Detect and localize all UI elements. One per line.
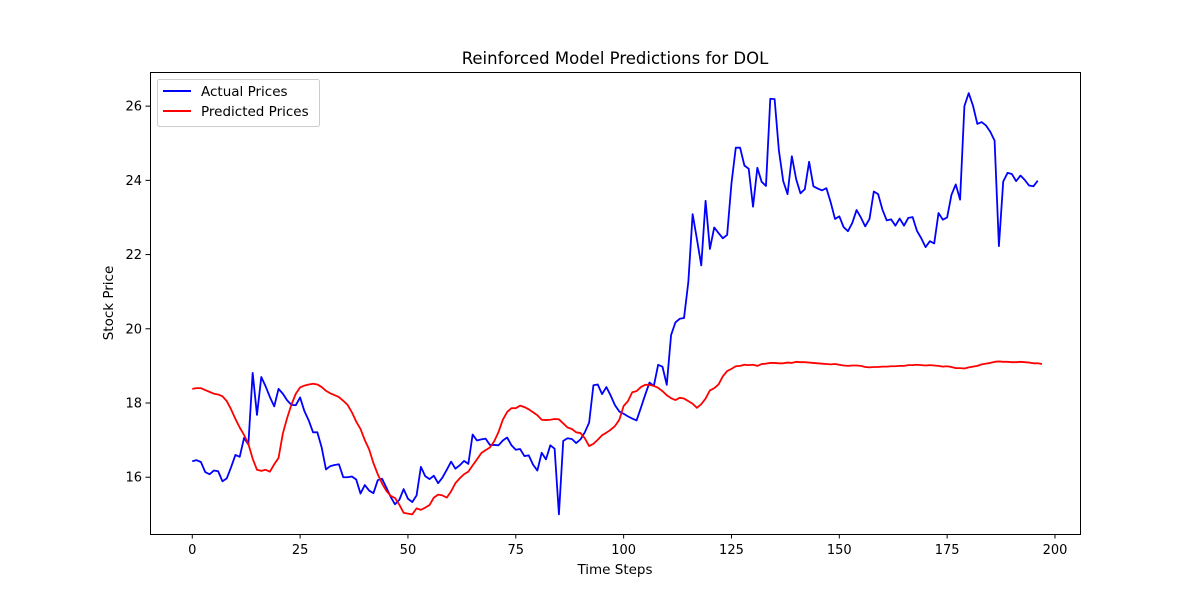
plot-frame	[150, 72, 1081, 535]
legend-label-predicted: Predicted Prices	[201, 104, 309, 120]
y-axis-label: Stock Price	[101, 266, 117, 341]
x-tick-label: 150	[827, 543, 852, 558]
x-tick-label: 50	[400, 543, 417, 558]
chart-title: Reinforced Model Predictions for DOL	[462, 49, 769, 68]
x-tick-label: 0	[188, 543, 196, 558]
y-tick-label: 24	[125, 174, 142, 189]
plot-lines	[192, 92, 1043, 516]
x-axis-label: Time Steps	[576, 562, 652, 578]
series-line-predicted-prices	[192, 360, 1043, 516]
series-line-actual-prices	[192, 92, 1039, 516]
y-axis-ticks: 16 18 20 22 24 26	[125, 100, 150, 486]
x-tick-label: 100	[611, 543, 636, 558]
legend: Actual Prices Predicted Prices	[157, 79, 320, 127]
legend-label-actual: Actual Prices	[201, 84, 288, 100]
y-tick-label: 22	[125, 248, 142, 263]
x-tick-label: 25	[292, 543, 309, 558]
x-tick-label: 175	[935, 543, 960, 558]
x-axis-ticks: 0 25 50 75 100 125 150 175 200	[188, 534, 1067, 558]
y-tick-label: 18	[125, 397, 142, 412]
x-tick-label: 75	[508, 543, 525, 558]
y-tick-label: 16	[125, 471, 142, 486]
x-tick-label: 125	[719, 543, 744, 558]
x-tick-label: 200	[1043, 543, 1068, 558]
y-tick-label: 26	[125, 100, 142, 115]
legend-box	[157, 79, 320, 127]
y-tick-label: 20	[125, 322, 142, 337]
